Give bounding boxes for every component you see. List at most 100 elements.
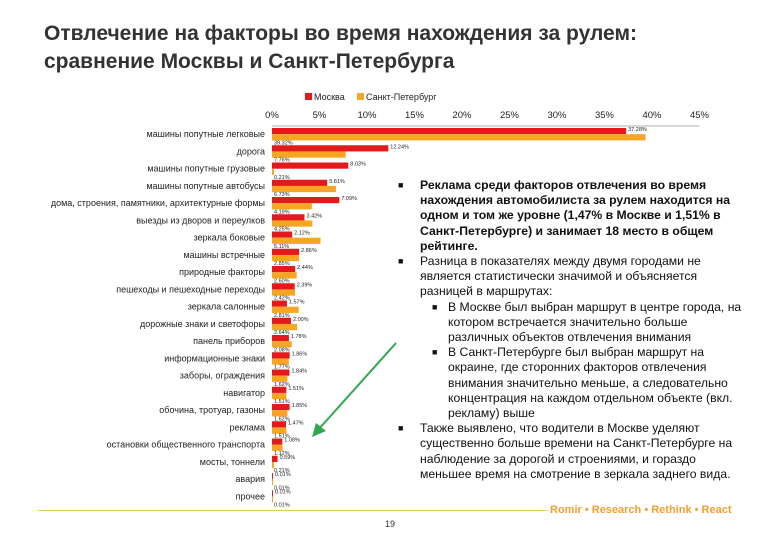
bullet-2a-text: В Москве был выбран маршрут в центре гор… [448, 299, 742, 345]
category-label: заборы, ограждения [180, 371, 265, 381]
bar-moscow [272, 179, 328, 186]
bullet-2a: ■ В Москве был выбран маршрут в центре г… [398, 300, 746, 346]
bar-spb [272, 427, 287, 434]
data-label-moscow: 0.01% [275, 489, 291, 495]
bar-moscow [272, 473, 273, 480]
x-tick-label: 10% [357, 110, 377, 121]
bullet-1: ■ Реклама среди факторов отвлечения во в… [398, 178, 746, 254]
data-label-spb: 6.73% [274, 192, 290, 198]
bar-spb [272, 496, 273, 503]
category-label: дорожные знаки и светофоры [140, 319, 265, 329]
bar-moscow [272, 438, 283, 445]
data-label-spb: 1.12% [274, 451, 290, 457]
bullet-2: ■ Разница в показателях между двумя горо… [398, 254, 746, 300]
bar-spb [272, 254, 300, 262]
bar-spb [272, 479, 273, 486]
bullet-marker: ■ [398, 256, 404, 267]
bar-spb [272, 203, 312, 210]
bar-moscow [272, 386, 287, 393]
x-tick-label: 15% [405, 110, 425, 121]
footer-brand: Romir • Research • Rethink • React [550, 504, 732, 516]
category-label: дорога [237, 146, 265, 156]
bar-spb [272, 341, 292, 348]
category-label: выезды из дворов и переулков [136, 215, 265, 225]
data-label-moscow: 0.59% [280, 455, 296, 461]
data-label-moscow: 2.00% [293, 317, 309, 323]
data-label-spb: 5.11% [274, 244, 289, 250]
data-label-spb: 1.62% [274, 382, 290, 388]
legend-moscow-label: Москва [314, 92, 345, 102]
data-label-moscow: 1.78% [291, 334, 307, 340]
bar-spb [272, 375, 288, 382]
data-label-spb: 4.25% [274, 227, 290, 233]
bar-spb [272, 392, 287, 400]
data-label-spb: 2.42% [274, 296, 290, 302]
data-label-spb: 39.32% [274, 140, 293, 146]
data-label-spb: 0.01% [274, 503, 290, 509]
data-label-moscow: 0.01% [275, 472, 291, 478]
category-label: машины попутные автобусы [146, 181, 265, 191]
data-label-spb: 2.64% [274, 330, 290, 336]
category-label: природные факторы [179, 267, 265, 277]
legend-moscow-swatch [305, 93, 312, 100]
data-label-spb: 2.08% [274, 347, 290, 353]
title-line-2: сравнение Москвы и Санкт-Петербурга [44, 50, 455, 73]
annotation-arrow-line [317, 342, 397, 431]
data-label-spb: 0.01% [274, 485, 290, 491]
data-label-moscow: 2.86% [301, 248, 317, 254]
data-label-moscow: 12.24% [390, 144, 409, 150]
bar-spb [272, 237, 321, 244]
bar-moscow [272, 404, 290, 411]
data-label-spb: 2.81% [274, 313, 290, 319]
data-label-moscow: 7.09% [341, 196, 357, 202]
bar-moscow [272, 490, 273, 497]
bar-spb [272, 410, 288, 417]
category-label: навигатор [223, 388, 265, 398]
data-label-moscow: 2.44% [297, 265, 313, 271]
x-tick-label: 40% [642, 110, 662, 121]
bullet-marker: ■ [398, 423, 404, 434]
category-label: пешеходы и пешеходные переходы [116, 284, 265, 294]
category-label: панель приборов [193, 336, 265, 346]
data-label-spb: 0.21% [274, 175, 290, 181]
legend-spb-swatch [357, 93, 364, 100]
x-tick-label: 0% [265, 110, 279, 121]
bar-spb [272, 306, 299, 313]
data-label-spb: 7.76% [274, 158, 290, 164]
category-label: прочее [236, 491, 265, 501]
bullet-3-text: Также выявлено, что водители в Москве уд… [420, 421, 733, 481]
data-label-spb: 4.19% [274, 209, 290, 215]
bullet-2b: ■ В Санкт-Петербурге был выбран маршрут … [398, 345, 746, 421]
category-label: авария [235, 474, 265, 484]
x-tick-label: 35% [595, 110, 615, 121]
bar-spb [272, 185, 336, 193]
data-label-moscow: 1.08% [284, 438, 300, 444]
data-label-moscow: 2.39% [297, 282, 313, 288]
x-tick-label: 45% [690, 110, 710, 121]
category-label: зеркала боковые [194, 233, 265, 243]
bullet-marker: ■ [398, 180, 404, 190]
category-label: дома, строения, памятники, архитектурные… [51, 198, 265, 208]
category-label: машины попутные легковые [146, 129, 265, 139]
x-tick-label: 20% [452, 110, 472, 121]
bar-spb [272, 151, 346, 158]
bar-moscow [272, 162, 349, 169]
data-label-spb: 1.51% [274, 399, 290, 405]
data-label-moscow: 1.47% [288, 420, 304, 426]
bar-spb [272, 358, 289, 365]
category-label: остановки общественного транспорта [107, 440, 265, 450]
bar-moscow [272, 352, 290, 359]
data-label-spb: 1.77% [274, 365, 290, 371]
bullet-marker: ■ [432, 301, 438, 312]
bullet-3: ■ Также выявлено, что водители в Москве … [398, 421, 746, 482]
data-label-moscow: 1.57% [289, 300, 305, 306]
bar-moscow [272, 369, 290, 376]
data-label-moscow: 8.03% [350, 162, 366, 168]
data-label-spb: 2.60% [274, 278, 290, 284]
data-label-moscow: 1.51% [288, 386, 304, 392]
category-label: обочина, тротуар, газоны [159, 405, 265, 415]
annotation-arrow-head [312, 423, 326, 437]
x-tick-label: 5% [313, 110, 327, 121]
bar-moscow [272, 197, 340, 204]
data-label-moscow: 5.81% [329, 179, 345, 185]
